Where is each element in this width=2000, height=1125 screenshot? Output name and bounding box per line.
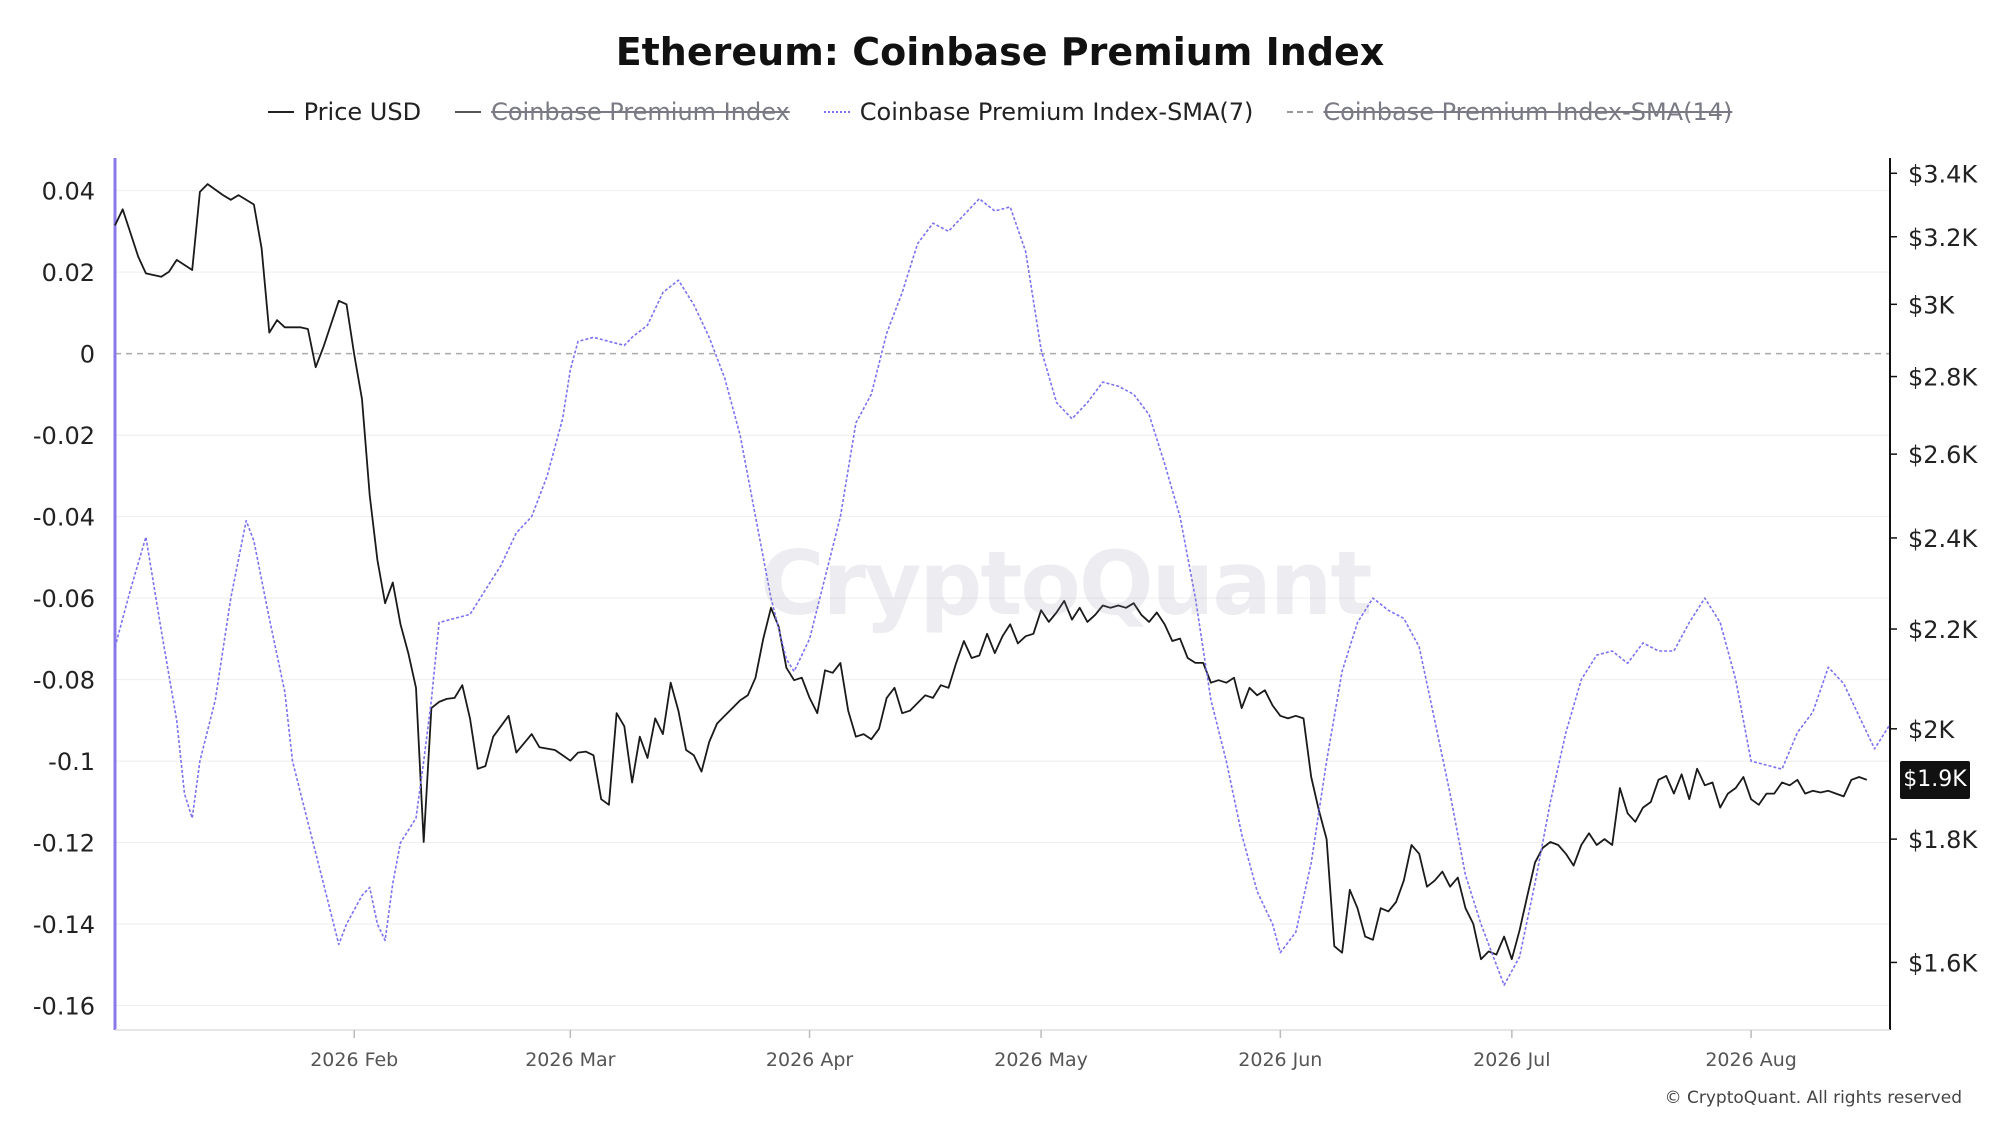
y-right-tick-label: $1.6K xyxy=(1908,949,1978,977)
x-tick-label: 2026 Jul xyxy=(1473,1049,1550,1071)
x-tick-label: 2026 Feb xyxy=(310,1049,398,1071)
watermark: CryptoQuant xyxy=(760,532,1372,635)
grid-layer xyxy=(115,190,1890,1007)
label-layer: 0.04 0.02 0 -0.02 -0.04 -0.06 -0.08 -0.1 -0.12 -0… xyxy=(33,160,1979,1071)
x-tick-label: 2026 Aug xyxy=(1705,1049,1797,1071)
y-right-tick-label: $2.8K xyxy=(1908,364,1978,392)
y-right-tick-label: $3K xyxy=(1908,291,1956,319)
legend: Price USD Coinbase Premium Index Coinbase … xyxy=(0,98,2000,126)
legend-swatch xyxy=(1287,111,1314,113)
y-right-tick-label: $3.2K xyxy=(1908,224,1978,252)
chart-title: Ethereum: Coinbase Premium Index xyxy=(615,30,1385,74)
y-left-tick-label: 0.02 xyxy=(42,259,95,287)
series-layer xyxy=(114,183,1891,986)
axis-layer xyxy=(113,158,1897,1038)
y-left-tick-label: -0.04 xyxy=(33,504,95,532)
legend-swatch xyxy=(267,111,294,113)
legend-swatch xyxy=(823,111,850,113)
legend-label: Coinbase Premium Index-SMA(7) xyxy=(859,98,1254,126)
y-left-tick-label: -0.1 xyxy=(48,748,95,776)
y-left-tick-label: -0.16 xyxy=(33,993,95,1021)
y-left-tick-label: -0.12 xyxy=(33,830,95,858)
x-tick-label: 2026 Apr xyxy=(766,1049,853,1071)
y-left-tick-label: -0.02 xyxy=(33,422,95,450)
y-left-tick-label: 0 xyxy=(80,341,95,369)
legend-label: Coinbase Premium Index-SMA(14) xyxy=(1323,98,1733,126)
sma7-series-line xyxy=(114,197,1891,986)
legend-item-3[interactable]: Coinbase Premium Index-SMA(14) xyxy=(1287,98,1732,126)
legend-label: Coinbase Premium Index xyxy=(491,98,790,126)
legend-item-2[interactable]: Coinbase Premium Index-SMA(7) xyxy=(823,98,1254,126)
y-right-tick-label: $1.8K xyxy=(1908,826,1978,854)
y-right-tick-label: $2.4K xyxy=(1908,525,1978,553)
y-right-tick-label: $2K xyxy=(1908,716,1956,744)
copyright-text: © CryptoQuant. All rights reserved xyxy=(1664,1088,1962,1108)
x-tick-label: 2026 May xyxy=(994,1049,1088,1071)
legend-item-0[interactable]: Price USD xyxy=(267,98,422,126)
current-price-badge: $1.9K xyxy=(1900,760,1970,799)
x-tick-label: 2026 Mar xyxy=(525,1049,615,1071)
y-right-tick-label: $2.2K xyxy=(1908,616,1978,644)
legend-swatch xyxy=(455,111,482,113)
price-series-line xyxy=(114,183,1868,961)
y-right-tick-label: $3.4K xyxy=(1908,160,1978,188)
x-tick-label: 2026 Jun xyxy=(1238,1049,1322,1071)
y-left-tick-label: -0.14 xyxy=(33,911,95,939)
y-left-tick-label: 0.04 xyxy=(42,178,95,206)
y-right-tick-label: $2.6K xyxy=(1908,441,1978,469)
legend-item-1[interactable]: Coinbase Premium Index xyxy=(455,98,790,126)
legend-label: Price USD xyxy=(303,98,422,126)
y-left-tick-label: -0.08 xyxy=(33,667,95,695)
y-left-tick-label: -0.06 xyxy=(33,585,95,613)
